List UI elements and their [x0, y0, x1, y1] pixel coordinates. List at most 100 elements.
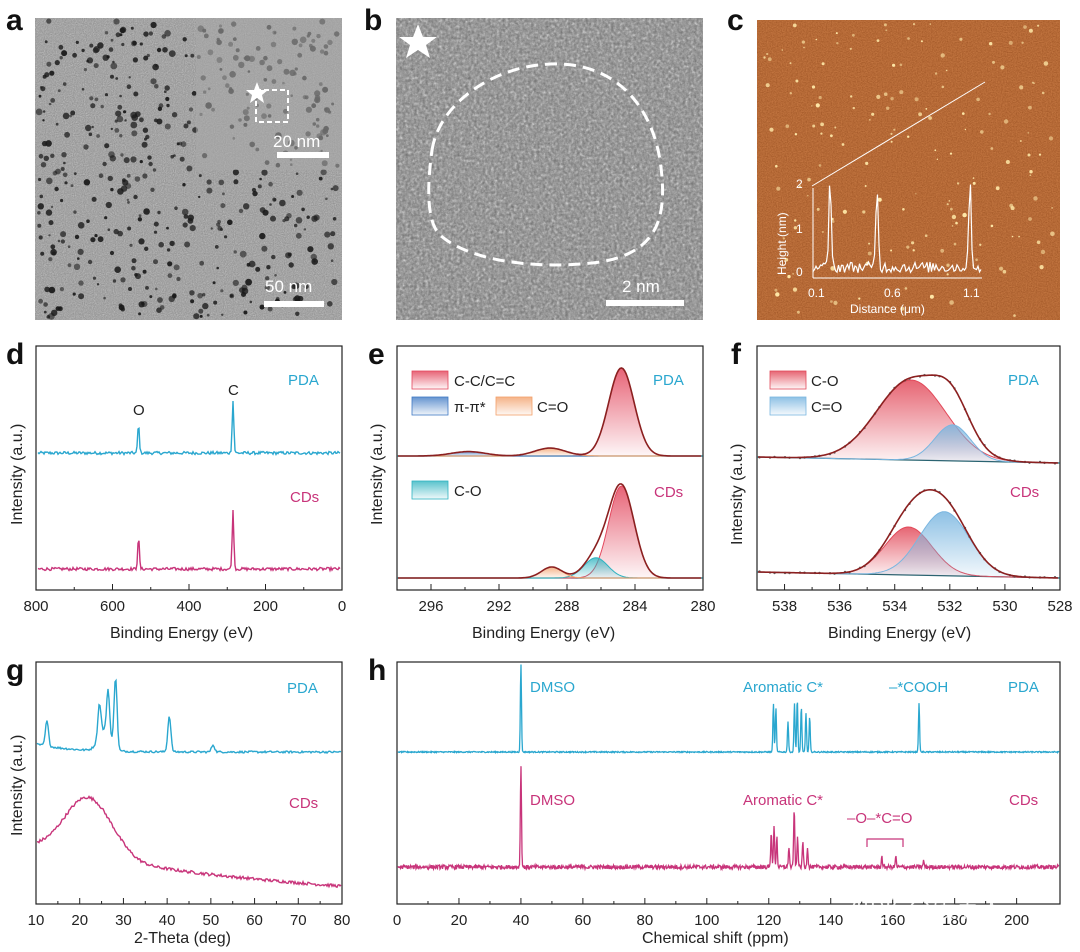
nanoparticle: [112, 279, 117, 283]
label-dmso-pda: DMSO: [530, 679, 575, 696]
nanoparticle: [288, 262, 294, 268]
afm-particle: [785, 124, 790, 128]
nanoparticle: [124, 119, 127, 122]
afm-particle: [1038, 153, 1042, 156]
afm-particle: [1021, 41, 1024, 44]
afm-particle: [890, 132, 893, 135]
nanoparticle: [74, 234, 80, 240]
nanoparticle: [55, 306, 61, 311]
nanoparticle: [327, 243, 334, 250]
nanoparticle: [54, 186, 59, 192]
afm-particle: [914, 97, 919, 102]
afm-particle: [811, 85, 816, 89]
nanoparticle: [48, 234, 51, 237]
afm-particle: [1019, 140, 1022, 142]
nanoparticle: [46, 18, 52, 24]
afm-particle: [941, 85, 945, 89]
nanoparticle: [60, 198, 64, 203]
nanoparticle: [100, 104, 104, 109]
afm-particle: [988, 112, 991, 116]
x-tick-label: 530: [992, 598, 1017, 615]
afm-particle: [999, 266, 1004, 271]
x-axis-label-d: Binding Energy (eV): [110, 625, 253, 642]
plot-frame-e: [396, 345, 704, 591]
nanoparticle: [144, 137, 147, 141]
nanoparticle: [154, 118, 158, 123]
nanoparticle: [38, 298, 43, 304]
fit-envelope: [398, 483, 701, 579]
afm-particle: [775, 292, 780, 297]
afm-particle: [911, 241, 915, 245]
nanoparticle: [62, 82, 67, 86]
afm-particle: [787, 274, 791, 279]
nanoparticle: [38, 94, 42, 98]
x-tick-label: 20: [451, 912, 468, 929]
series-label-cds-g: CDs: [289, 795, 318, 812]
nanoparticle: [44, 40, 48, 44]
nanoparticle: [104, 93, 109, 97]
nanoparticle: [296, 189, 303, 196]
y-axis-label-e: Intensity (a.u.): [369, 424, 386, 525]
afm-particle: [1037, 24, 1040, 27]
afm-particle: [782, 237, 785, 240]
afm-particle: [920, 40, 923, 43]
nanoparticle: [158, 103, 164, 109]
nanoparticle: [182, 183, 186, 187]
nanoparticle: [332, 217, 337, 221]
nanoparticle: [303, 284, 309, 289]
nanoparticle: [153, 230, 158, 234]
nanoparticle: [169, 240, 175, 247]
nanoparticle: [287, 252, 292, 257]
nanoparticle: [109, 250, 115, 256]
legend-label-c-o-e: C-O: [454, 483, 482, 500]
nanoparticle: [164, 123, 171, 130]
nanoparticle: [86, 59, 89, 63]
nanoparticle: [92, 47, 99, 54]
series-line-cds-d: [37, 509, 341, 573]
nanoparticle: [165, 96, 170, 102]
afm-particle: [830, 134, 833, 138]
nanoparticle: [189, 290, 195, 296]
nanoparticle: [332, 185, 339, 192]
nanoparticle: [291, 195, 295, 198]
afm-particle: [899, 90, 904, 95]
series-label-pda-h: PDA: [1008, 679, 1039, 696]
fit-component-area: [398, 451, 701, 456]
nanoparticle: [59, 56, 63, 60]
plot-frame-g: [35, 661, 343, 905]
series-line-pda-d: [37, 400, 341, 456]
afm-particle: [945, 69, 948, 72]
nanoparticle: [91, 196, 97, 202]
nanoparticle: [259, 177, 262, 181]
afm-particle: [1023, 25, 1027, 29]
x-tick-label: 288: [554, 598, 579, 615]
afm-particle: [1043, 61, 1049, 66]
nanoparticle: [137, 217, 143, 222]
nanoparticle: [269, 203, 272, 206]
nanoparticle: [62, 172, 68, 178]
nanoparticle: [191, 91, 197, 96]
height-profile-line: [812, 184, 982, 274]
x-tick-label: 60: [575, 912, 592, 929]
nanoparticle: [48, 257, 53, 262]
nanoparticle: [311, 258, 319, 265]
nanoparticle: [282, 219, 286, 223]
nanoparticle: [64, 181, 68, 185]
nanoparticle: [190, 299, 195, 304]
nanoparticle: [115, 32, 121, 38]
afm-particle: [949, 152, 953, 155]
nanoparticle: [114, 266, 121, 274]
afm-particle: [953, 242, 957, 246]
afm-particle: [830, 300, 833, 303]
afm-particle: [818, 95, 822, 100]
nanoparticle: [94, 97, 99, 102]
nanoparticle: [252, 190, 258, 197]
x-tick-label: 120: [756, 912, 781, 929]
afm-particle: [924, 234, 928, 237]
x-tick-label: 10: [28, 912, 45, 929]
afm-particle: [904, 287, 908, 290]
afm-particle: [902, 208, 905, 211]
x-tick-label: 200: [1004, 912, 1029, 929]
series-label-pda-e: PDA: [653, 372, 684, 389]
